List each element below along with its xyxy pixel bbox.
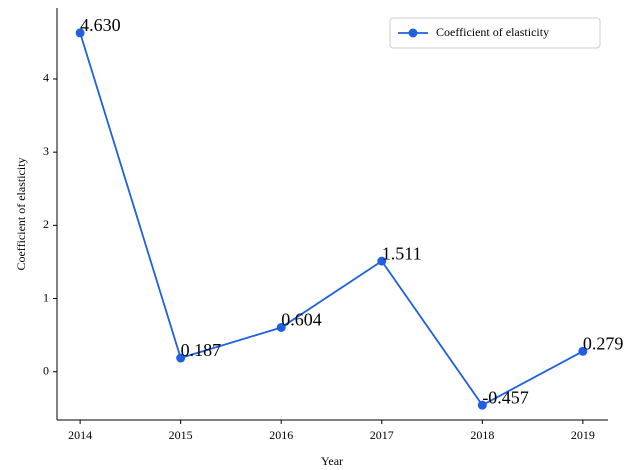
y-tick-label: 3	[43, 144, 49, 158]
data-label: 0.279	[583, 333, 624, 353]
y-tick-label: 1	[43, 290, 49, 304]
x-tick-label: 2016	[269, 428, 293, 442]
data-point	[477, 400, 487, 410]
y-tick-label: 0	[43, 363, 49, 377]
data-label: 0.604	[281, 310, 322, 330]
y-tick-label: 2	[43, 217, 49, 231]
data-label: 4.630	[80, 15, 121, 35]
x-tick-label: 2019	[571, 428, 595, 442]
data-label: 1.511	[382, 243, 422, 263]
data-point	[578, 346, 588, 356]
x-tick-label: 2014	[68, 428, 92, 442]
series-line	[79, 32, 584, 407]
legend-marker	[408, 28, 418, 38]
data-point	[75, 28, 85, 38]
x-tick-label: 2015	[169, 428, 193, 442]
data-label: -0.457	[482, 387, 528, 407]
data-point	[377, 256, 387, 266]
legend-label: Coefficient of elasticity	[436, 25, 549, 39]
data-point	[276, 323, 286, 333]
data-label: 0.187	[181, 340, 222, 360]
data-point	[176, 353, 186, 363]
y-tick-label: 4	[43, 71, 49, 85]
legend-box	[389, 17, 601, 49]
x-axis-label: Year	[321, 454, 343, 468]
y-axis-label: Coefficient of elasticity	[14, 157, 28, 270]
x-tick-label: 2018	[470, 428, 494, 442]
x-tick-label: 2017	[370, 428, 394, 442]
